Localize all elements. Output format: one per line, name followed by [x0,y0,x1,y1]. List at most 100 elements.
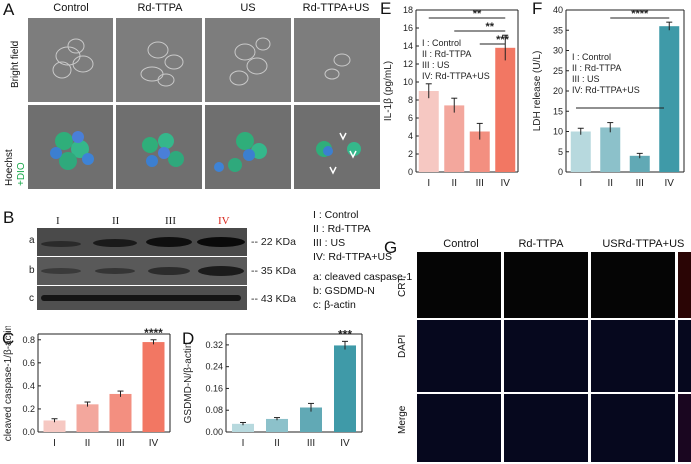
panel-g-row-crt: CRT [397,276,408,297]
panel-g-label: G [384,238,398,257]
y-tick-label: 0.0 [22,427,35,437]
panel-a-bright-rdttpa-us [294,18,380,102]
panel-g-col-rdttpa-us: Rd-TTPA+US [617,238,685,250]
legend-entry: I : Control [572,52,611,62]
legend-group-4: IV: Rd-TTPA+US [313,251,393,263]
x-tick-label: II [274,438,280,449]
blot-row-b [37,257,247,285]
panel-b-lane-3: III [165,215,176,227]
panel-g-dapi-rdttpa [504,320,588,392]
x-tick-label: II [85,438,91,449]
bar-I [570,131,591,172]
legend-protein-b: b: GSDMD-N [313,285,375,297]
panel-b-lane-4: IV [218,215,230,227]
bar-IV [142,342,165,432]
y-tick-label: 10 [403,77,413,87]
panel-b-row-b: b [29,265,35,276]
bar-II [600,127,621,172]
panel-c-label: C [2,329,14,348]
y-tick-label: 0.6 [22,358,35,368]
panel-g-row-merge: Merge [397,405,408,434]
x-tick-label: III [116,438,124,449]
y-tick-label: 0.00 [205,427,223,437]
legend-entry: II : Rd-TTPA [422,49,471,59]
y-tick-label: 0.32 [205,340,223,350]
panel-g-dapi-us [591,320,675,392]
chart-c: C 0.0 0.2 0.4 0.6 0.8 cleaved caspase-1/β-acti… [2,326,171,449]
panel-f-label: F [532,0,542,18]
y-tick-label: 10 [553,127,563,137]
panel-a-row-dio: +DIO [16,162,27,186]
x-tick-label: III [476,178,484,189]
y-axis-label: cleaved caspase-1/β-actin [3,326,14,441]
significance-label: ** [473,8,482,20]
x-tick-label: III [636,178,644,189]
y-tick-label: 25 [553,66,563,76]
x-tick-label: II [451,178,457,189]
legend-group-1: I : Control [313,209,359,221]
panel-a-label: A [3,0,15,19]
panel-g-merge-rdttpa-us [678,394,691,462]
legend-group-2: II : Rd-TTPA [313,223,371,235]
y-tick-label: 35 [553,25,563,35]
bar-III [629,155,650,172]
significance-label: **** [631,8,649,20]
panel-g-merge-us [591,394,675,462]
panel-g-col-control: Control [443,238,479,250]
bar-III [469,131,490,172]
legend-group-3: III : US [313,237,346,249]
panel-a-bright-us [205,18,291,102]
x-tick-label: III [307,438,315,449]
marker-22kda: -- 22 KDa [251,236,296,248]
panel-a-col-rdttpa: Rd-TTPA [137,2,183,14]
x-tick-label: I [242,438,245,449]
y-tick-label: 16 [403,23,413,33]
y-axis-label: LDH release (U/L) [532,51,543,132]
panel-a-hoechst-us [205,105,291,189]
panel-b-lane-2: II [112,215,120,227]
bar-IV [659,26,680,173]
significance-label: **** [144,326,163,340]
legend-entry: IV: Rd-TTPA+US [422,71,490,81]
y-tick-label: 6 [408,113,413,123]
panel-g-col-us: US [602,238,618,250]
panel-a-col-control: Control [53,2,89,14]
panel-g-dapi-rdttpa-us [678,320,691,392]
significance-label: ** [485,21,494,33]
y-tick-label: 0.2 [22,404,35,414]
panel-g-crt-rdttpa [504,252,588,318]
panel-g-crt-control [417,252,501,318]
y-tick-label: 4 [408,131,413,141]
bar-I [418,91,439,172]
bar-IV [334,345,356,432]
panel-a-hoechst-rdttpa-us [294,105,380,189]
y-tick-label: 0 [558,167,563,177]
bar-II [444,105,465,172]
y-tick-label: 0 [408,167,413,177]
panel-a-row-bright: Bright field [10,40,21,88]
blot-row-c [37,286,247,310]
panel-b-lane-1: I [56,215,60,227]
y-tick-label: 0.08 [205,405,223,415]
panel-a-col-us: US [240,2,256,14]
panel-a-bright-rdttpa [116,18,202,102]
x-tick-label: I [427,178,430,189]
bar-I [232,423,254,432]
panel-b-row-a: a [29,235,35,246]
y-tick-label: 14 [403,41,413,51]
panel-a-hoechst-control [28,105,113,189]
panel-d-label: D [182,329,194,348]
x-tick-label: IV [149,438,159,449]
bar-IV [495,47,516,172]
significance-label: *** [338,327,352,341]
y-tick-label: 30 [553,46,563,56]
legend-protein-c: c: β-actin [313,299,356,311]
bar-II [266,418,288,432]
legend-entry: I : Control [422,38,461,48]
panel-g-crt-us [591,252,675,318]
y-tick-label: 15 [553,106,563,116]
x-tick-label: II [607,178,613,189]
